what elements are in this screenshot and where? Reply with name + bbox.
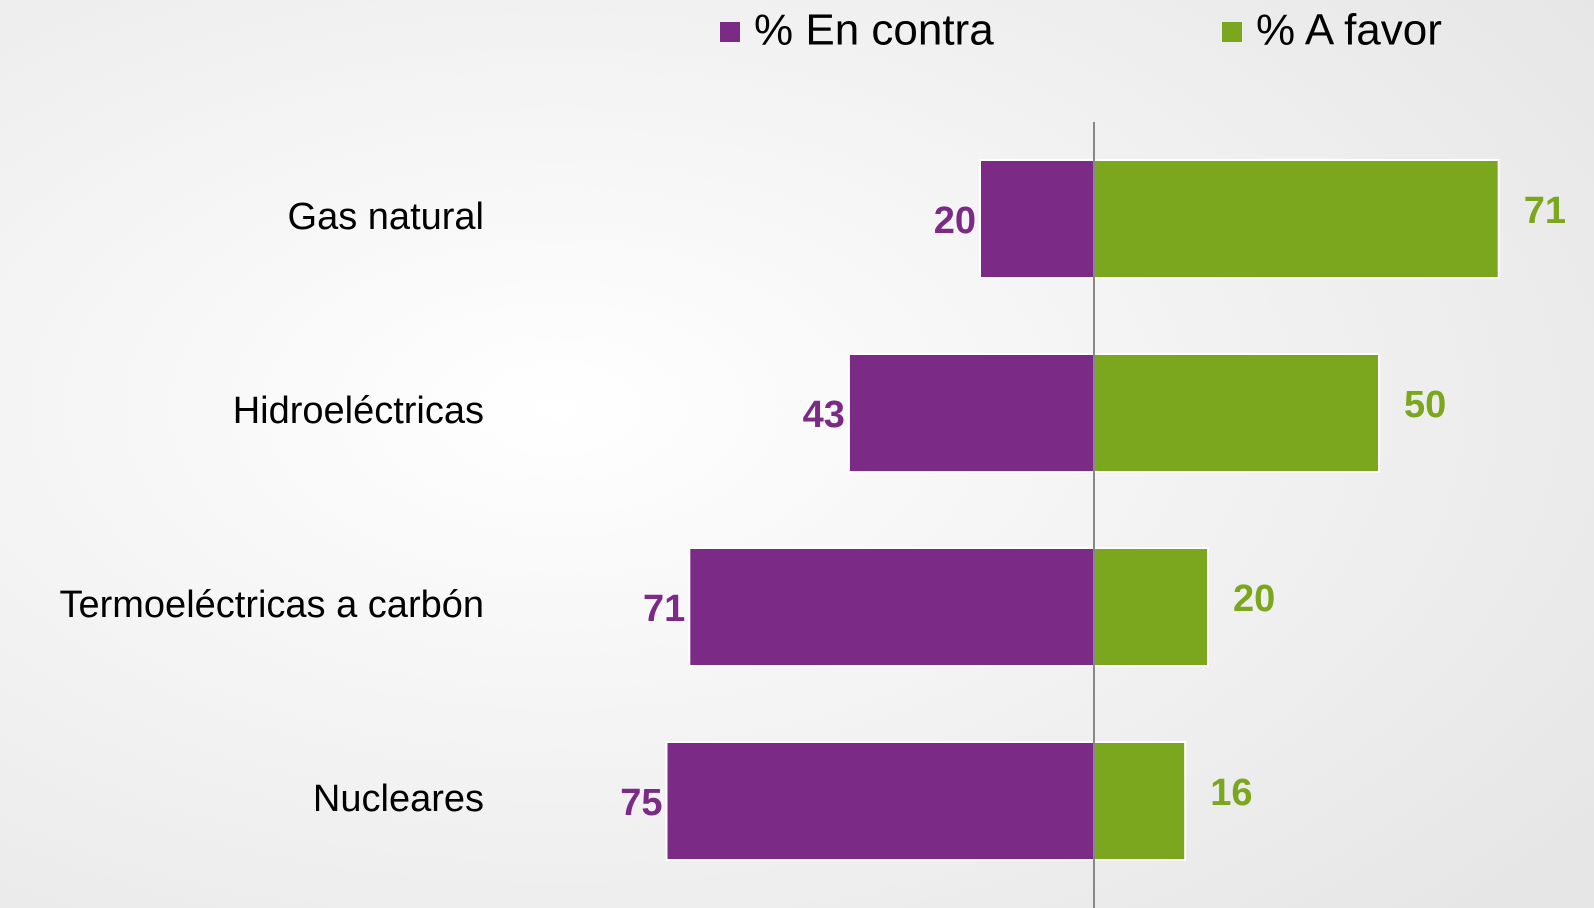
bar [665,741,1095,861]
bar [1093,741,1187,861]
legend-label: % A favor [1256,6,1442,55]
bar [847,353,1096,473]
bar [1093,159,1500,279]
value-label: 16 [1210,772,1252,814]
value-label: 43 [803,394,845,436]
value-label: 50 [1404,384,1446,426]
legend-swatch [1222,22,1242,42]
legend-swatch [720,22,740,42]
value-label: 71 [1524,190,1566,232]
value-label: 75 [620,782,662,824]
category-label: Termoeléctricas a carbón [59,584,484,626]
bar [688,547,1095,667]
category-label: Hidroeléctricas [233,390,484,432]
category-label: Gas natural [288,196,484,238]
legend-label: % En contra [754,6,994,55]
category-label: Nucleares [313,778,484,820]
bar [979,159,1095,279]
value-label: 20 [1233,578,1275,620]
bar [1093,547,1209,667]
value-label: 20 [934,200,976,242]
value-label: 71 [643,588,685,630]
bar [1093,353,1380,473]
